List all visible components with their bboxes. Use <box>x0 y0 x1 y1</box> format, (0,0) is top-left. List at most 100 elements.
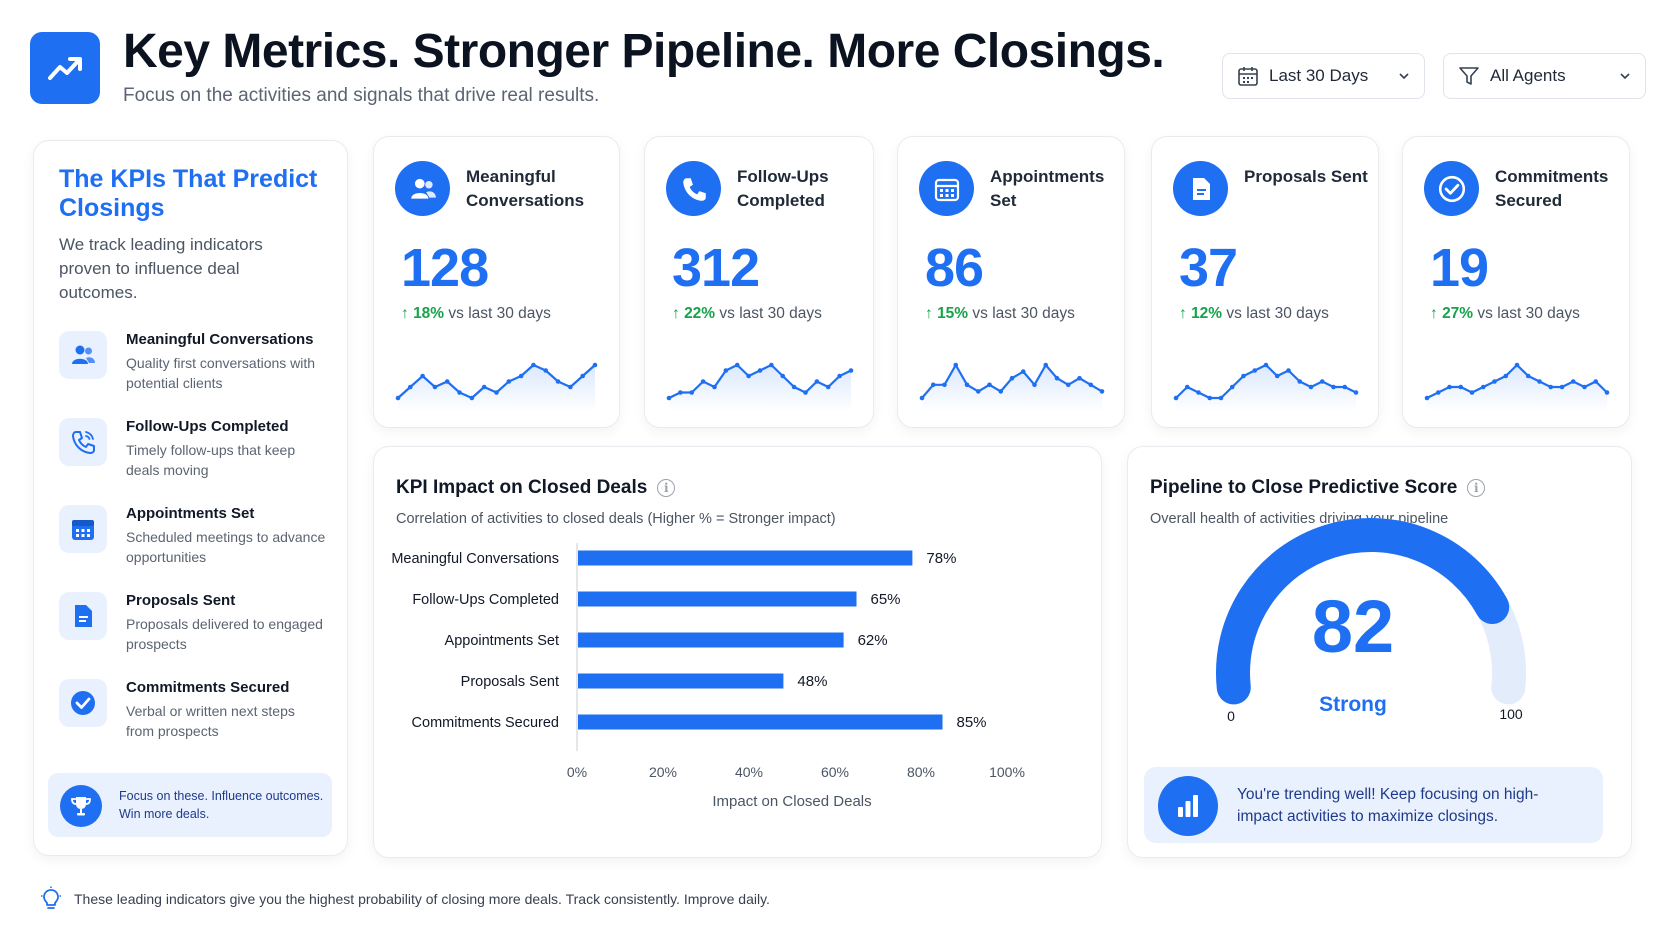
guide-item-description: Proposals delivered to engaged prospects <box>126 616 323 652</box>
kpi-card-appointments[interactable]: Appointments Set 86 ↑ 15% vs last 30 day… <box>897 136 1125 428</box>
impact-bar-chart: Meaningful Conversations 78% Follow-Ups Co… <box>391 543 1025 810</box>
sparkline-point <box>444 379 450 384</box>
kpi-comparison: vs last 30 days <box>1477 305 1580 322</box>
bar[interactable] <box>578 673 784 689</box>
sparkline-point <box>1263 362 1269 368</box>
sparkline-point <box>568 384 573 390</box>
sparkline-point <box>1196 390 1201 395</box>
trend-up-icon: ↑ <box>401 305 414 322</box>
sparkline-point <box>689 390 695 395</box>
trending-up-icon <box>48 57 82 80</box>
sparkline-point <box>930 382 936 388</box>
kpi-sparkline <box>666 362 854 412</box>
sparkline-area <box>398 365 595 412</box>
sparkline-point <box>712 384 717 390</box>
predictive-score-panel: Pipeline to Close Predictive Score i Ove… <box>1127 446 1632 858</box>
kpi-card-commitments[interactable]: Commitments Secured 19 ↑ 27% vs last 30 … <box>1402 136 1630 428</box>
panel-description: We track leading indicators proven to in… <box>59 235 263 302</box>
kpi-card-proposals[interactable]: Proposals Sent 37 ↑ 12% vs last 30 days <box>1151 136 1379 428</box>
date-range-select[interactable]: Last 30 Days <box>1222 53 1425 99</box>
kpi-sparkline <box>1173 362 1359 412</box>
bar[interactable] <box>578 591 857 607</box>
kpi-change: 12% <box>1191 305 1223 322</box>
trend-up-icon: ↑ <box>925 305 938 322</box>
sparkline-point <box>543 368 549 373</box>
bar[interactable] <box>578 714 943 730</box>
kpi-name: Commitments Secured <box>1495 167 1609 210</box>
sparkline-point <box>1286 368 1291 373</box>
guide-item-name: Meaningful Conversations <box>126 331 314 348</box>
sparkline-point <box>469 395 475 401</box>
sparkline-point <box>531 362 536 368</box>
sparkline-point <box>1308 384 1314 390</box>
sparkline-point <box>481 384 487 390</box>
sparkline-point <box>1435 390 1441 395</box>
trophy-icon <box>60 785 102 827</box>
kpi-change: 27% <box>1442 305 1474 322</box>
panel-title: KPI Impact on Closed Deals i <box>396 477 676 499</box>
sparkline-point <box>848 368 854 373</box>
sparkline-point <box>942 382 947 388</box>
trend-up-icon: ↑ <box>1179 305 1192 322</box>
guide-item-name: Proposals Sent <box>126 592 236 609</box>
sparkline-point <box>555 379 561 384</box>
sparkline-point <box>780 373 786 379</box>
category-label: Commitments Secured <box>412 715 559 731</box>
sparkline-point <box>1424 395 1430 401</box>
kpi-comparison: vs last 30 days <box>1226 305 1329 322</box>
chevron-down-icon <box>1399 73 1409 80</box>
guide-item-proposals: Proposals Sent Proposals delivered to en… <box>59 592 339 660</box>
sparkline-point <box>494 390 499 395</box>
sparkline-point <box>432 384 438 390</box>
sparkline-point <box>518 373 524 379</box>
sparkline-point <box>1480 384 1486 390</box>
sparkline-point <box>700 379 706 384</box>
sparkline-point <box>592 362 598 368</box>
gauge-score: 82 <box>1312 585 1394 668</box>
bar[interactable] <box>578 632 844 648</box>
sparkline-point <box>1525 373 1531 379</box>
sparkline-point <box>1582 384 1587 390</box>
info-icon[interactable]: i <box>657 479 676 497</box>
info-icon[interactable]: i <box>1467 479 1486 497</box>
callout-text: Focus on these. Influence outcomes. Win … <box>119 789 324 821</box>
sparkline-point <box>791 384 797 390</box>
score-message-text: You're trending well! Keep focusing on h… <box>1237 786 1539 825</box>
kpi-comparison: vs last 30 days <box>448 305 551 322</box>
people-icon <box>395 161 450 216</box>
page-title: Key Metrics. Stronger Pipeline. More Clo… <box>123 25 1165 78</box>
sparkline-point <box>975 389 981 394</box>
date-range-value: Last 30 Days <box>1269 66 1369 85</box>
document-icon <box>59 592 107 640</box>
sparkline-point <box>1065 382 1071 388</box>
sparkline-point <box>803 390 808 395</box>
chevron-down-icon <box>1620 73 1630 80</box>
kpi-sparkline <box>395 362 598 412</box>
kpi-impact-panel: KPI Impact on Closed Deals i Correlation… <box>373 446 1102 858</box>
lightbulb-icon <box>41 886 61 909</box>
panel-title: Pipeline to Close Predictive Score i <box>1150 477 1486 499</box>
sparkline-point <box>1342 384 1348 390</box>
sparkline-point <box>1252 368 1258 373</box>
sparkline-point <box>1032 382 1037 388</box>
guide-item-name: Commitments Secured <box>126 679 290 696</box>
sparkline-point <box>457 390 462 395</box>
filter-icon <box>1459 67 1479 85</box>
footer-text: These leading indicators give you the hi… <box>74 891 770 907</box>
logo <box>30 32 100 104</box>
guide-item-follow-ups: Follow-Ups Completed Timely follow-ups t… <box>59 418 339 486</box>
guide-item-appointments: Appointments Set Scheduled meetings to a… <box>59 505 339 573</box>
kpi-trend: ↑ 22% vs last 30 days <box>672 305 822 323</box>
sparkline-point <box>1593 379 1599 384</box>
kpi-guide-panel: The KPIs That Predict Closings We track … <box>33 140 348 856</box>
agents-select[interactable]: All Agents <box>1443 53 1646 99</box>
kpi-value: 128 <box>401 238 489 298</box>
sparkline-point <box>1218 395 1224 401</box>
bar[interactable] <box>578 550 913 566</box>
kpi-card-meaningful-conversations[interactable]: Meaningful Conversations 128 ↑ 18% vs la… <box>373 136 620 428</box>
sparkline-point <box>1173 395 1179 401</box>
check-circle-icon <box>1424 161 1479 216</box>
sparkline-point <box>987 382 992 388</box>
kpi-card-follow-ups[interactable]: Follow-Ups Completed 312 ↑ 22% vs last 3… <box>644 136 874 428</box>
x-tick-label: 80% <box>907 764 935 780</box>
